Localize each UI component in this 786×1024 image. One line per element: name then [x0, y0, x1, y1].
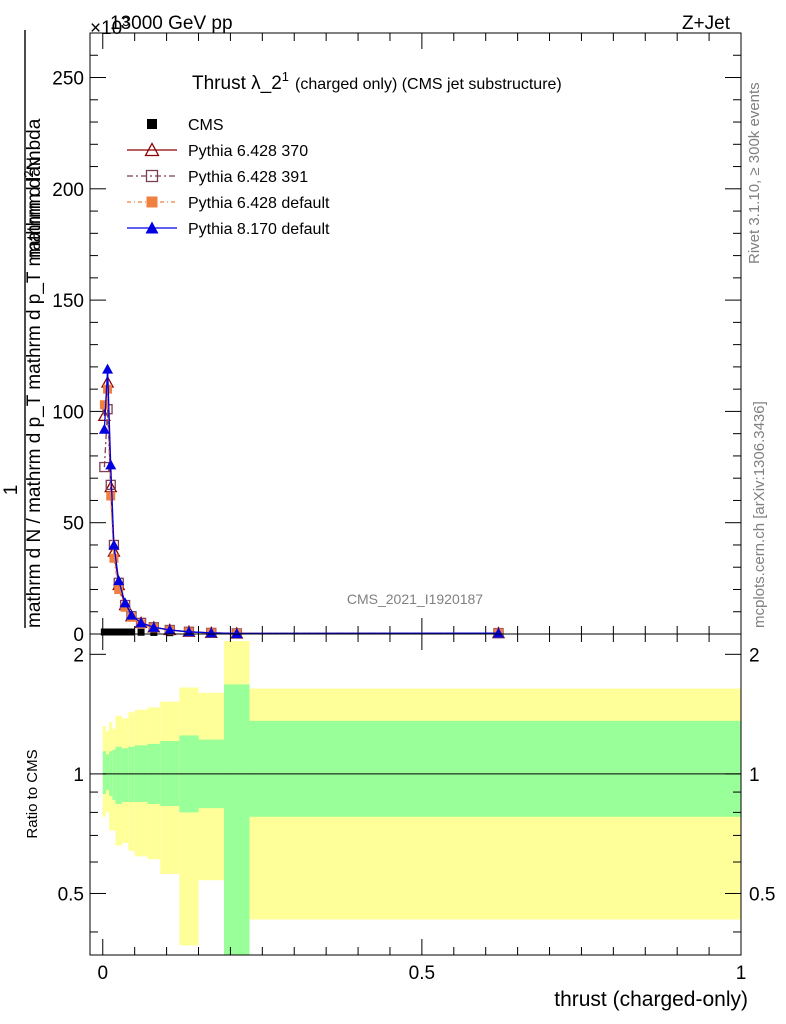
legend-marker — [147, 119, 157, 129]
main-y-tick-label: 250 — [52, 69, 84, 90]
x-tick-label: 1 — [736, 963, 747, 984]
ratio-y-tick-label: 0.5 — [58, 884, 84, 905]
legend-entry: Pythia 6.428 391 — [127, 169, 308, 186]
data-point — [103, 384, 113, 394]
mcplots-reference-label: mcplots.cern.ch [arXiv:1306.3436] — [751, 401, 768, 628]
ratio-stat-band — [224, 684, 250, 955]
ratio-y-tick-label-right: 0.5 — [749, 884, 775, 905]
y-multiplier-label: ×103 — [90, 14, 129, 39]
header-process-label: Z+Jet — [682, 13, 731, 34]
plot-title: Thrust λ_21 (charged only) (CMS jet subst… — [192, 69, 562, 94]
ylabel-denominator: mathrm d N / mathrm d p_T mathrm d p_T m… — [24, 118, 45, 628]
main-y-tick-label: 50 — [63, 514, 84, 535]
legend-marker — [144, 142, 160, 157]
data-point — [125, 609, 137, 620]
data-point — [113, 575, 125, 586]
data-point — [115, 628, 123, 636]
legend-entry: Pythia 6.428 default — [127, 195, 330, 212]
data-point — [99, 400, 109, 410]
ratio-x-ticks: 0 0.5 1 — [97, 634, 746, 984]
data-point — [137, 628, 145, 636]
legend-marker — [145, 169, 159, 183]
data-point — [108, 539, 120, 550]
data-point — [106, 491, 116, 501]
legend: CMS Pythia 6.428 370 Pythia 6.428 391 Pythi… — [127, 117, 330, 238]
ratio-y-axis-title: Ratio to CMS — [24, 749, 41, 838]
main-y-tick-label: 200 — [52, 180, 84, 201]
ratio-plot-frame — [89, 633, 742, 956]
data-point — [114, 584, 124, 594]
data-point — [109, 553, 119, 563]
legend-label: Pythia 8.170 default — [188, 221, 330, 238]
ratio-y-tick-label: 2 — [73, 645, 84, 666]
legend-label: Pythia 6.428 370 — [188, 143, 308, 160]
ratio-bands — [102, 641, 741, 955]
data-point — [492, 627, 504, 638]
main-x-ticks — [102, 33, 742, 634]
data-point — [164, 624, 176, 635]
data-point — [110, 628, 118, 636]
x-axis-title: thrust (charged-only) — [554, 988, 748, 1011]
legend-marker — [146, 196, 158, 208]
legend-label: CMS — [188, 117, 224, 134]
legend-marker — [145, 221, 159, 234]
main-y-tick-label: 0 — [73, 625, 84, 646]
ratio-y-tick-label: 1 — [73, 765, 84, 786]
legend-entry: Pythia 8.170 default — [127, 221, 330, 238]
analysis-watermark: CMS_2021_I1920187 — [347, 591, 483, 607]
data-point — [205, 627, 217, 638]
data-point — [135, 617, 147, 628]
main-y-ticks: 0 50 100 150 200 250 — [52, 32, 741, 646]
main-y-axis-title: 1 mathrm d2N mathrm d N / mathrm d p_T m… — [1, 30, 45, 628]
ratio-stat-band — [105, 754, 110, 791]
ratio-stat-band — [249, 720, 741, 817]
legend-label: Pythia 6.428 391 — [188, 169, 308, 186]
data-point — [121, 628, 129, 636]
ratio-stat-band — [115, 746, 122, 804]
x-tick-label: 0.5 — [409, 963, 435, 984]
legend-entry: Pythia 6.428 370 — [127, 142, 308, 160]
data-point — [127, 628, 135, 636]
legend-label: Pythia 6.428 default — [188, 195, 330, 212]
data-point — [148, 621, 160, 632]
ratio-y-tick-label-right: 2 — [749, 645, 760, 666]
ratio-total-band — [179, 687, 199, 946]
ratio-plot: 0.5 0.51 12 2 0 0.5 1 Ratio to CMS thrust (ch… — [24, 633, 775, 1011]
ylabel-one: 1 — [1, 485, 22, 496]
y-multiplier-exponent: 3 — [122, 14, 129, 29]
x-tick-label: 0 — [97, 963, 108, 984]
rivet-version-label: Rivet 3.1.10, ≥ 300k events — [746, 82, 763, 264]
data-point — [102, 363, 114, 374]
ratio-y-tick-label-right: 1 — [749, 765, 760, 786]
plot-title-text: Thrust λ_21 (charged only) (CMS jet subst… — [192, 69, 562, 94]
header-energy-label: 13000 GeV pp — [110, 13, 233, 34]
series-layer — [97, 363, 506, 639]
ratio-stat-band — [112, 749, 116, 800]
main-y-tick-label: 100 — [52, 402, 84, 423]
legend-entry: CMS — [147, 117, 224, 134]
ratio-stat-band — [121, 748, 129, 802]
ratio-y-ticks: 0.5 0.5 1 1 2 2 — [58, 645, 775, 933]
data-point — [231, 627, 243, 638]
series-5 — [98, 363, 504, 638]
ratio-stat-band — [102, 751, 106, 794]
data-point — [98, 423, 110, 434]
data-point — [105, 459, 117, 470]
main-y-tick-label: 150 — [52, 291, 84, 312]
data-point — [119, 597, 131, 608]
main-plot: 0 50 100 150 200 250 CMS_2021_I1920187 Thrust… — [52, 32, 742, 646]
